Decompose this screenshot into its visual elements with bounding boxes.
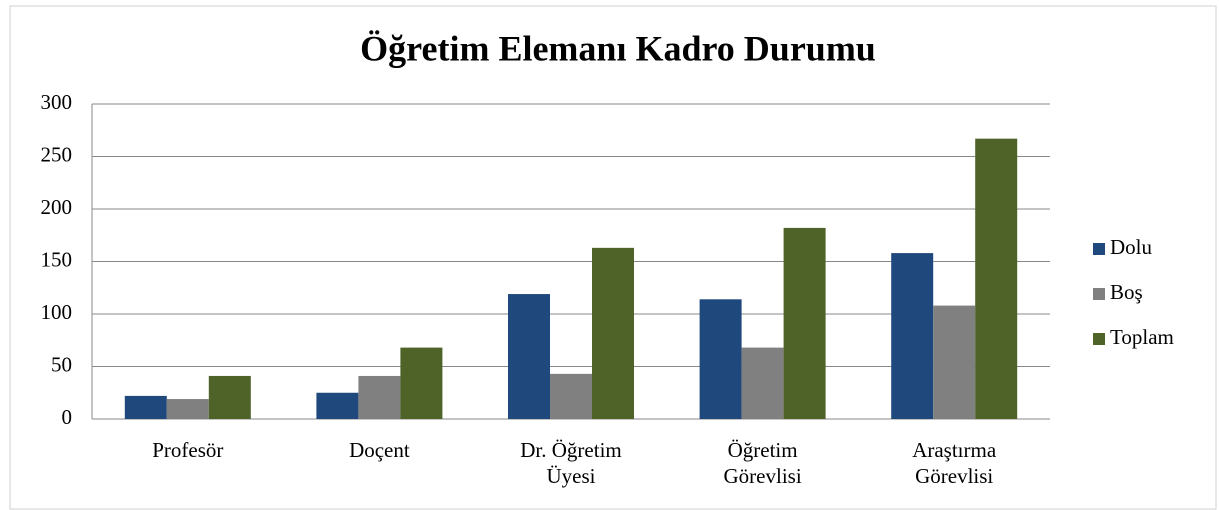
x-tick-label: Doçent: [349, 438, 410, 462]
bar: [316, 392, 359, 419]
legend-swatch: [1093, 333, 1105, 345]
legend-label: Dolu: [1110, 235, 1153, 259]
y-tick-label: 300: [41, 90, 73, 114]
bar: [891, 253, 934, 419]
bar: [400, 347, 443, 419]
x-tick-label: Öğretim Görevlisi: [723, 438, 802, 488]
chart-title: Öğretim Elemanı Kadro Durumu: [360, 28, 876, 68]
legend-label: Boş: [1110, 280, 1143, 304]
bar: [741, 347, 784, 419]
bar: [699, 299, 742, 419]
y-tick-label: 150: [41, 247, 73, 271]
bar: [550, 373, 592, 419]
legend-swatch: [1093, 243, 1105, 255]
x-tick-label: Profesör: [152, 438, 224, 462]
legend-swatch: [1093, 288, 1105, 300]
bar: [783, 227, 826, 419]
y-tick-label: 100: [41, 300, 73, 324]
bar: [592, 247, 634, 419]
x-tick-label: Araştırma Görevlisi: [912, 438, 997, 488]
x-tick-label: Dr. Öğretim Üyesi: [520, 438, 622, 488]
bar: [208, 375, 251, 419]
y-tick-label: 250: [41, 142, 73, 166]
bar: [166, 399, 209, 419]
bar: [358, 375, 401, 419]
bar: [933, 305, 976, 419]
y-tick-label: 0: [62, 405, 73, 429]
legend-label: Toplam: [1110, 325, 1174, 349]
y-tick-label: 50: [51, 352, 72, 376]
bar: [975, 138, 1018, 419]
bar: [124, 395, 167, 419]
bar: [508, 294, 550, 419]
y-tick-label: 200: [41, 195, 73, 219]
chart-frame: [9, 5, 1217, 510]
